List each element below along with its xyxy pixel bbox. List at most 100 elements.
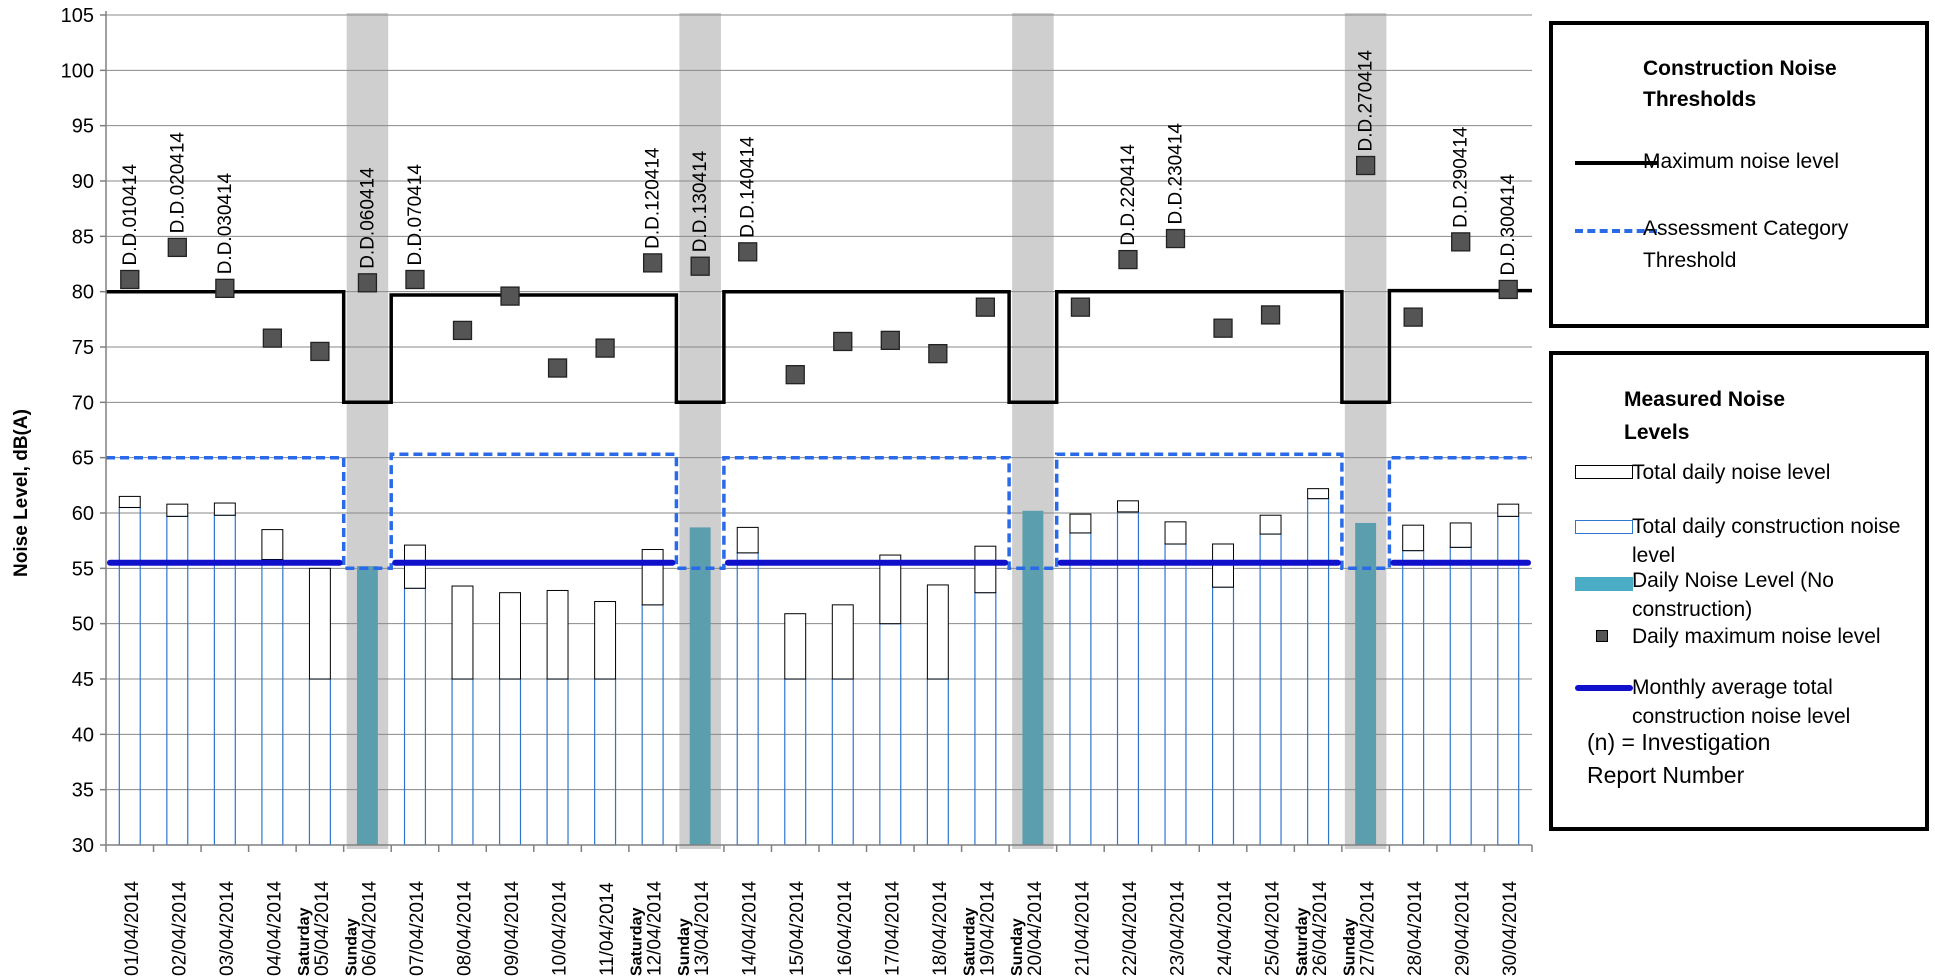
y-tick-label: 105	[61, 5, 94, 27]
total-daily-bar	[1164, 521, 1187, 545]
y-tick-label: 80	[72, 282, 94, 304]
max-noise-marker	[833, 331, 853, 352]
x-tick-label-17/04/2014: 17/04/2014	[882, 880, 903, 976]
max-markers	[120, 155, 1518, 385]
max-noise-marker	[1403, 307, 1423, 327]
x-tick-date: 28/04/2014	[1405, 880, 1426, 976]
annotation-label: D.D.300414	[1498, 174, 1519, 276]
x-tick-date: 20/04/2014	[1025, 880, 1046, 976]
y-tick-label: 95	[72, 116, 94, 138]
x-tick-label-29/04/2014: 29/04/2014	[1453, 880, 1474, 976]
annotations: D.D.010414 D.D.020414 D.D.030414 D.D.060414…	[120, 50, 1519, 276]
max-noise-marker	[928, 343, 948, 364]
max-noise-marker	[310, 341, 330, 362]
max-noise-marker	[1165, 228, 1186, 249]
total-daily-legend-label: Total daily noise level	[1632, 461, 1831, 484]
construction-bar	[784, 678, 807, 846]
assessment-category-threshold-line	[106, 452, 1532, 571]
max-noise-marker	[785, 365, 805, 385]
sunday-shading	[346, 13, 1387, 849]
maximum-noise-level-line	[106, 288, 1532, 405]
x-tick-date: 25/04/2014	[1263, 880, 1284, 976]
x-tick-date: 26/04/2014	[1310, 880, 1331, 976]
total-daily-bar	[118, 495, 141, 508]
total-daily-bar	[594, 601, 617, 680]
x-tick-date: 30/04/2014	[1500, 880, 1521, 976]
no-construction-legend-label: Daily Noise Level (No construction)	[1632, 569, 1834, 621]
max-noise-line-swatch	[1575, 161, 1657, 165]
x-tick-date: 10/04/2014	[550, 880, 571, 976]
x-tick-label-15/04/2014: 15/04/2014	[787, 880, 808, 976]
total-daily-bar	[308, 567, 331, 680]
construction-bar	[498, 678, 522, 846]
total-daily-bar	[1069, 513, 1092, 534]
bars	[118, 488, 1520, 846]
total-daily-bar	[166, 503, 189, 517]
total-daily-bar	[1497, 503, 1520, 517]
total-daily-bar	[546, 589, 569, 680]
x-tick-label-07/04/2014: 07/04/2014	[407, 880, 428, 976]
construction-swatch	[1575, 520, 1633, 534]
y-tick-label: 90	[72, 171, 94, 193]
x-tick-date: 24/04/2014	[1215, 880, 1236, 976]
max-noise-marker	[1451, 232, 1471, 252]
annotation-label: D.D.220414	[1118, 144, 1139, 246]
monthly-average-swatch	[1575, 685, 1633, 691]
construction-bar	[736, 552, 759, 846]
threshold-legend-title: Construction Noise Thresholds	[1643, 57, 1837, 111]
measured-legend: Measured Noise Levels Total daily noise …	[1549, 351, 1929, 831]
y-tick-label: 60	[72, 503, 94, 525]
total-daily-swatch	[1575, 465, 1633, 479]
construction-bar	[1449, 546, 1472, 846]
y-tick-label: 70	[72, 392, 94, 414]
construction-bar	[261, 558, 284, 846]
max-noise-marker	[1355, 155, 1376, 176]
x-tick-labels: 01/04/2014 02/04/2014 03/04/2014 04/04/2014…	[122, 880, 1521, 976]
y-tick-label: 50	[72, 614, 94, 636]
x-tick-label-21/04/2014: 21/04/2014	[1072, 880, 1093, 976]
x-tick-day: Saturday	[296, 907, 313, 976]
construction-bar	[1259, 533, 1282, 846]
y-tick-label: 40	[72, 724, 94, 746]
total-daily-bar	[1259, 514, 1282, 535]
annotation-label: D.D.130414	[690, 150, 711, 252]
construction-bar	[1164, 543, 1187, 846]
x-tick-date: 23/04/2014	[1168, 880, 1189, 976]
construction-bar	[1307, 498, 1330, 846]
x-tick-label-28/04/2014: 28/04/2014	[1405, 880, 1426, 976]
x-tick-label-11/04/2014: 11/04/2014	[597, 882, 618, 976]
total-daily-bar	[926, 584, 949, 680]
total-daily-bar	[641, 549, 664, 606]
max-noise-marker	[738, 242, 758, 262]
construction-bar	[641, 604, 664, 846]
annotation-label: D.D.120414	[643, 147, 664, 249]
max-noise-marker	[1070, 297, 1091, 317]
monthly-average-legend-label: Monthly average total construction noise…	[1632, 676, 1851, 728]
construction-bar	[594, 678, 617, 846]
x-tick-date: 22/04/2014	[1120, 880, 1141, 976]
construction-bar	[1211, 586, 1235, 846]
x-tick-day: Saturday	[1294, 907, 1311, 976]
max-noise-marker	[1260, 305, 1281, 325]
total-daily-bar	[1402, 524, 1425, 552]
no-construction-bar	[356, 566, 378, 845]
x-tick-label-23/04/2014: 23/04/2014	[1168, 880, 1189, 976]
x-tick-date: 03/04/2014	[217, 880, 238, 976]
threshold-lines	[106, 288, 1532, 571]
x-tick-date: 07/04/2014	[407, 880, 428, 976]
x-tick-label-03/04/2014: 03/04/2014	[217, 880, 238, 976]
y-tick-label: 55	[72, 558, 94, 580]
x-tick-label-25/04/2014: 25/04/2014	[1263, 880, 1284, 976]
y-tick-label: 100	[61, 60, 94, 82]
max-noise-marker	[120, 269, 140, 290]
max-marker-legend-label: Daily maximum noise level	[1632, 625, 1881, 648]
x-tick-date: 15/04/2014	[787, 880, 808, 976]
y-tick-label: 30	[72, 835, 94, 857]
no-construction-swatch	[1575, 577, 1633, 591]
x-tick-label-18/04/2014: 18/04/2014	[930, 880, 951, 976]
x-tick-date: 11/04/2014	[597, 882, 618, 976]
x-tick-day: Saturday	[629, 907, 646, 976]
x-tick-date: 16/04/2014	[835, 880, 856, 976]
